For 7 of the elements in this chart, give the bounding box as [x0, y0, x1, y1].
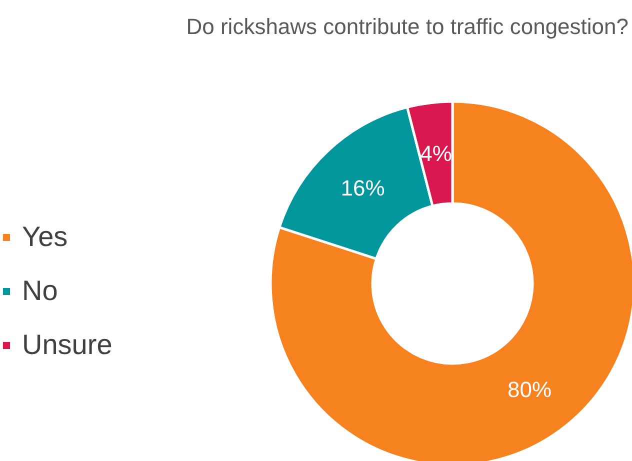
- legend-label: Yes: [22, 221, 68, 253]
- data-label: 16%: [340, 176, 385, 201]
- data-label: 80%: [507, 376, 552, 402]
- chart-title: Do rickshaws contribute to traffic congestion?: [186, 14, 629, 39]
- legend-label: Unsure: [22, 329, 112, 361]
- legend-label: No: [22, 275, 58, 307]
- data-label: 4%: [420, 141, 452, 166]
